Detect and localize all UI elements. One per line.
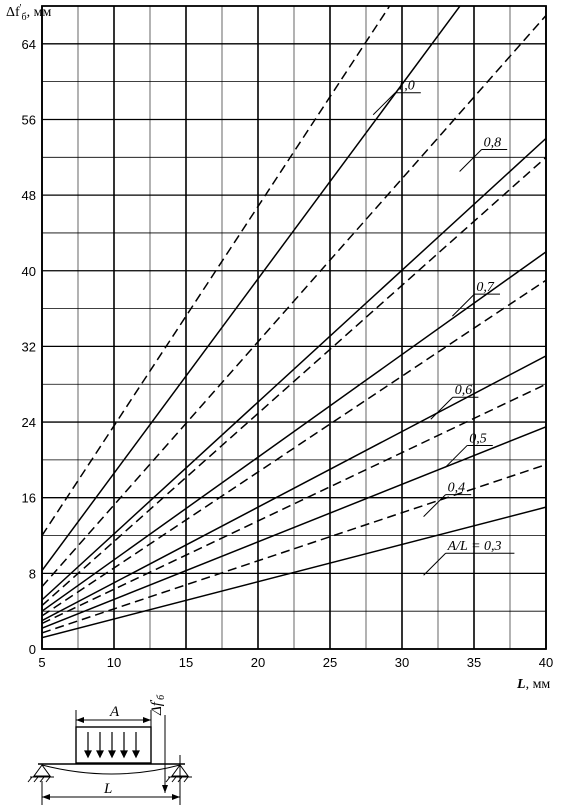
x-tick-label: 20 <box>251 655 265 670</box>
dim-l-label: L <box>103 781 112 797</box>
y-tick-label: 48 <box>22 188 36 203</box>
series-line-1 <box>42 463 546 634</box>
x-tick-label: 15 <box>179 655 193 670</box>
curve-label: 0,5 <box>469 431 487 446</box>
curve-labels: 1,0 0,8 0,7 0,6 0,5 0,4 A/L = 0,3 <box>372 79 515 576</box>
y-tick-label: 24 <box>22 415 36 430</box>
left-support <box>27 764 54 783</box>
y-tick-label: 8 <box>29 566 36 581</box>
series-line-9 <box>42 14 546 588</box>
x-tick-label: 30 <box>395 655 409 670</box>
x-tick-label: 5 <box>38 655 45 670</box>
curve-leader <box>459 149 482 172</box>
curve-label: 0,8 <box>484 135 502 150</box>
curve-leader <box>423 494 446 517</box>
series-line-7 <box>42 156 546 607</box>
load-block <box>75 726 152 764</box>
tick-labels: 5 10 15 20 25 30 35 40 0 8 16 24 32 40 48 56 64 <box>22 37 554 670</box>
curve-label: 1,0 <box>397 79 415 94</box>
plot-frame <box>41 5 547 650</box>
x-tick-label: 25 <box>323 655 337 670</box>
series-line-6 <box>42 251 546 612</box>
dim-a-label: A <box>109 704 120 720</box>
curve-leader <box>452 293 475 317</box>
series-group <box>42 6 546 639</box>
y-tick-label: 0 <box>29 642 36 657</box>
curve-leader <box>423 552 446 576</box>
curve-leader <box>430 396 454 420</box>
series-line-0 <box>42 506 546 639</box>
axes <box>41 5 547 650</box>
series-line-8 <box>42 137 546 601</box>
curve-label: 0,7 <box>476 280 495 295</box>
y-tick-label: 16 <box>22 491 36 506</box>
series-line-2 <box>42 426 546 629</box>
x-tick-label: 35 <box>467 655 481 670</box>
series-line-5 <box>42 279 546 617</box>
x-tick-label: 40 <box>539 655 553 670</box>
series-line-4 <box>42 355 546 622</box>
curve-label: 0,4 <box>448 481 466 496</box>
load-arrows <box>84 732 140 759</box>
deflection-label: Δf'б <box>149 694 167 716</box>
deflection-chart: 5 10 15 20 25 30 35 40 0 8 16 24 32 40 48 56 64 1,0 0,8 0,… <box>6 3 554 690</box>
x-axis-label: L, мм <box>516 677 550 690</box>
series-line-11 <box>42 6 391 536</box>
y-tick-label: 32 <box>22 339 36 354</box>
curve-label: 0,6 <box>455 383 473 398</box>
y-axis-label: Δf'б, мм <box>6 3 51 23</box>
curve-label: A/L = 0,3 <box>447 539 502 554</box>
y-tick-label: 56 <box>22 112 36 127</box>
series-line-3 <box>42 383 546 625</box>
series-line-10 <box>42 6 461 571</box>
curve-leader <box>372 92 396 116</box>
curve-leader <box>444 445 468 468</box>
x-tick-label: 10 <box>107 655 121 670</box>
y-tick-label: 40 <box>22 264 36 279</box>
y-tick-label: 64 <box>22 37 36 52</box>
beam-diagram: A L Δf'б <box>27 694 192 805</box>
deflected-beam <box>41 764 181 775</box>
